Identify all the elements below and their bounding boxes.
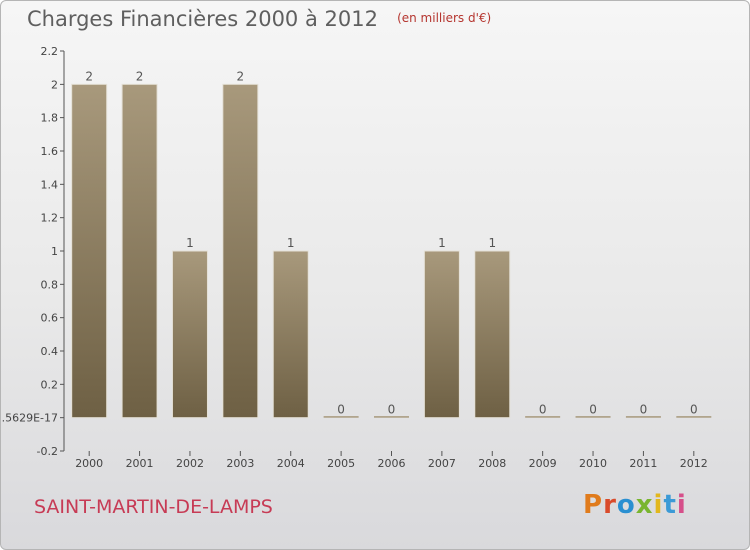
title-row: Charges Financières 2000 à 2012 (en mill… (27, 7, 491, 31)
bar-2010 (575, 416, 611, 418)
x-tick-label: 2000 (75, 457, 103, 470)
proxiti-logo[interactable]: Proxiti (583, 490, 687, 520)
bar-2005 (323, 416, 359, 418)
bar-2008 (474, 250, 511, 419)
bar-value-label: 0 (690, 403, 698, 417)
bar-value-label: 2 (237, 69, 245, 83)
bar-value-label: 0 (388, 403, 396, 417)
y-tick-label: 1.2 (41, 212, 59, 225)
bar-value-label: 1 (186, 236, 194, 250)
bar-2006 (374, 416, 409, 418)
x-tick-label: 2011 (629, 457, 657, 470)
commune-name: SAINT-MARTIN-DE-LAMPS (34, 496, 273, 518)
y-tick-label: 0.4 (41, 345, 59, 358)
bar-2002 (171, 250, 208, 419)
bar-value-label: 2 (85, 69, 93, 83)
y-tick-label: 1 (51, 245, 58, 258)
bar-value-label: 1 (488, 236, 496, 250)
x-tick-label: 2003 (226, 457, 254, 470)
x-tick-label: 2004 (277, 457, 305, 470)
y-tick-label: -0.2 (37, 445, 58, 458)
bar-2011 (625, 416, 661, 418)
x-tick-label: 2006 (378, 457, 406, 470)
y-tick-label: 2 (51, 78, 58, 91)
bar-2003 (222, 83, 259, 419)
bar-value-label: 0 (589, 403, 597, 417)
x-tick-label: 2012 (680, 457, 708, 470)
bar-2001 (121, 83, 158, 419)
bar-value-label: 1 (438, 236, 446, 250)
x-tick-label: 2010 (579, 457, 607, 470)
bar-value-label: 1 (287, 236, 295, 250)
bar-value-label: 2 (136, 69, 144, 83)
y-tick-label: 1.4 (41, 178, 59, 191)
x-tick-label: 2008 (478, 457, 506, 470)
bar-2007 (423, 250, 460, 419)
bar-value-label: 0 (539, 403, 547, 417)
x-tick-label: 2005 (327, 457, 355, 470)
y-tick-label: 1.6 (41, 145, 59, 158)
bar-2009 (525, 416, 561, 418)
y-tick-label: -1.5629E-17 (1, 412, 58, 425)
chart-title: Charges Financières 2000 à 2012 (27, 7, 378, 31)
bar-2012 (676, 416, 712, 418)
y-tick-label: 0.6 (41, 312, 59, 325)
bar-value-label: 0 (640, 403, 648, 417)
bar-2004 (272, 250, 309, 419)
x-tick-label: 2009 (529, 457, 557, 470)
x-tick-label: 2007 (428, 457, 456, 470)
y-tick-label: 1.8 (41, 112, 59, 125)
bar-value-label: 0 (337, 403, 345, 417)
y-tick-label: 2.2 (41, 45, 59, 58)
bar-2000 (71, 83, 108, 419)
y-tick-label: 0.2 (41, 378, 59, 391)
y-tick-label: 0.8 (41, 278, 59, 291)
x-tick-label: 2002 (176, 457, 204, 470)
chart-subtitle: (en milliers d'€) (397, 11, 492, 25)
x-tick-label: 2001 (126, 457, 154, 470)
